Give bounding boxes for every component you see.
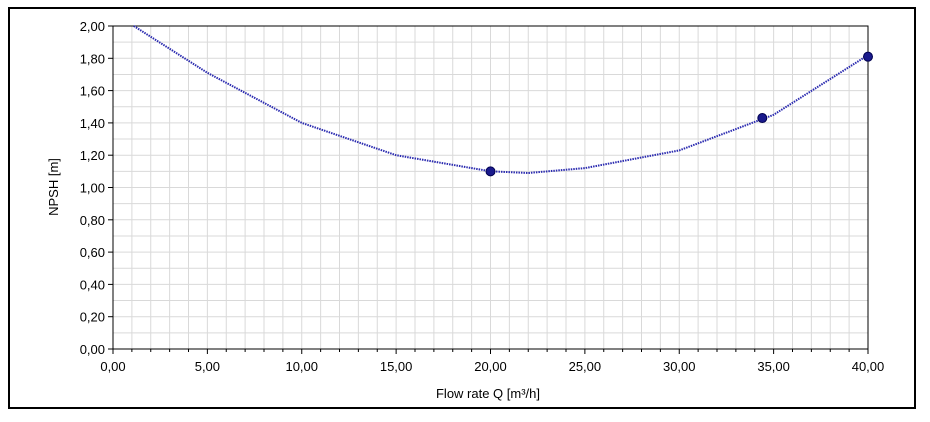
series: [133, 25, 873, 177]
y-tick-label: 1,80: [80, 51, 105, 66]
x-tick-label: 35,00: [757, 359, 790, 374]
x-axis-title: Flow rate Q [m³/h]: [436, 386, 540, 401]
x-tick-label: 25,00: [569, 359, 602, 374]
y-tick-label: 0,60: [80, 245, 105, 260]
y-tick-label: 0,20: [80, 310, 105, 325]
y-tick-label: 0,00: [80, 342, 105, 357]
data-point: [757, 113, 768, 124]
data-point: [863, 51, 873, 62]
x-tick-label: 10,00: [285, 359, 318, 374]
grid: [112, 25, 869, 350]
y-tick-label: 2,00: [80, 19, 105, 34]
y-tick-label: 1,00: [80, 181, 105, 196]
trendline: [133, 25, 869, 174]
y-tick-label: 1,40: [80, 116, 105, 131]
y-tick-label: 0,40: [80, 277, 105, 292]
x-tick-label: 40,00: [852, 359, 885, 374]
y-tick-label: 1,20: [80, 148, 105, 163]
x-tick-label: 20,00: [474, 359, 507, 374]
y-axis-title: NPSH [m]: [46, 158, 61, 216]
y-tick-label: 0,80: [80, 213, 105, 228]
tick-labels: 0,00 5,00 10,00 15,00 20,00 25,00 30,00 35,00 40…: [80, 19, 885, 374]
x-tick-label: 30,00: [663, 359, 696, 374]
axes: [108, 25, 869, 354]
data-point: [485, 166, 496, 177]
y-tick-label: 1,60: [80, 84, 105, 99]
x-tick-label: 15,00: [380, 359, 413, 374]
x-tick-label: 5,00: [195, 359, 220, 374]
x-tick-label: 0,00: [100, 359, 125, 374]
